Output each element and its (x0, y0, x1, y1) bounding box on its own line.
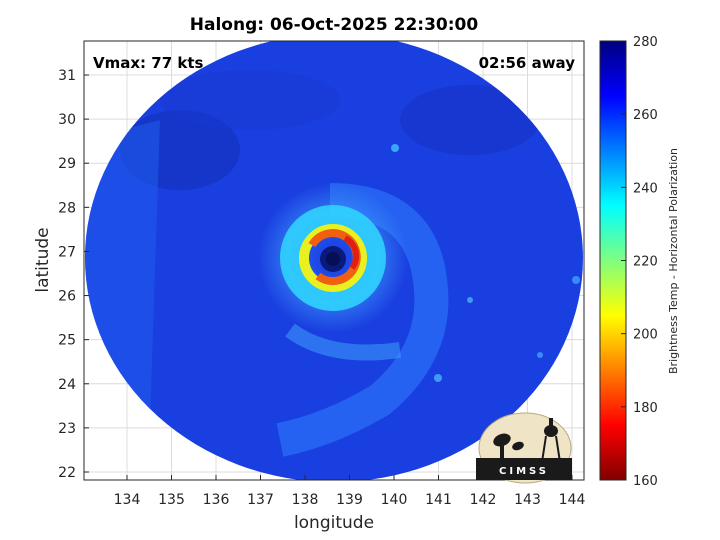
colorbar-tick-label: 260 (633, 108, 658, 123)
colorbar-ticks: 280 260 240 220 200 180 160 (621, 35, 658, 489)
x-tick-label: 142 (470, 492, 497, 508)
colorbar-label: Brightness Temp - Horizontal Polarizatio… (667, 148, 680, 374)
colorbar-tick-label: 200 (633, 328, 658, 343)
x-tick-label: 134 (114, 492, 141, 508)
colorbar: 280 260 240 220 200 180 160 Brightness Temp - … (599, 35, 680, 489)
colorbar-tick-label: 160 (633, 474, 658, 489)
x-tick-label: 136 (203, 492, 230, 508)
x-axis-label: longitude (294, 513, 374, 533)
y-tick-label: 30 (58, 112, 76, 128)
y-axis-label: latitude (33, 227, 53, 292)
vmax-annotation: Vmax: 77 kts (93, 54, 203, 72)
colorbar-tick-label: 180 (633, 401, 658, 416)
logo-text: CIMSS (499, 466, 549, 477)
y-tick-label: 28 (58, 200, 76, 216)
x-tick-label: 140 (381, 492, 408, 508)
time-away-annotation: 02:56 away (479, 54, 576, 72)
y-tick-label: 23 (58, 421, 76, 437)
colorbar-tick-label: 220 (633, 255, 658, 270)
x-tick-label: 138 (292, 492, 319, 508)
chart-title: Halong: 06-Oct-2025 22:30:00 (190, 15, 479, 35)
x-tick-label: 139 (336, 492, 363, 508)
colorbar-tick-label: 240 (633, 181, 658, 196)
plot-border (83, 40, 585, 481)
brightness-temp-swath (85, 41, 583, 480)
y-tick-label: 22 (58, 465, 76, 481)
y-tick-label: 26 (58, 289, 76, 305)
y-tick-label: 24 (58, 377, 76, 393)
x-tick-label: 143 (514, 492, 541, 508)
colorbar-tick-label: 280 (633, 35, 658, 50)
y-tick-label: 29 (58, 156, 76, 172)
x-tick-label: 137 (247, 492, 274, 508)
y-tick-label: 31 (58, 68, 76, 84)
y-axis-ticks: 31 30 29 28 27 26 25 24 23 22 (58, 68, 89, 481)
x-tick-label: 135 (158, 492, 185, 508)
y-tick-label: 27 (58, 244, 76, 260)
y-tick-label: 25 (58, 333, 76, 349)
x-tick-label: 141 (425, 492, 452, 508)
cimss-logo: CIMSS (476, 412, 572, 484)
x-tick-label: 144 (559, 492, 586, 508)
x-axis-ticks: 134 135 136 137 138 139 140 141 142 143 144 (114, 475, 586, 508)
